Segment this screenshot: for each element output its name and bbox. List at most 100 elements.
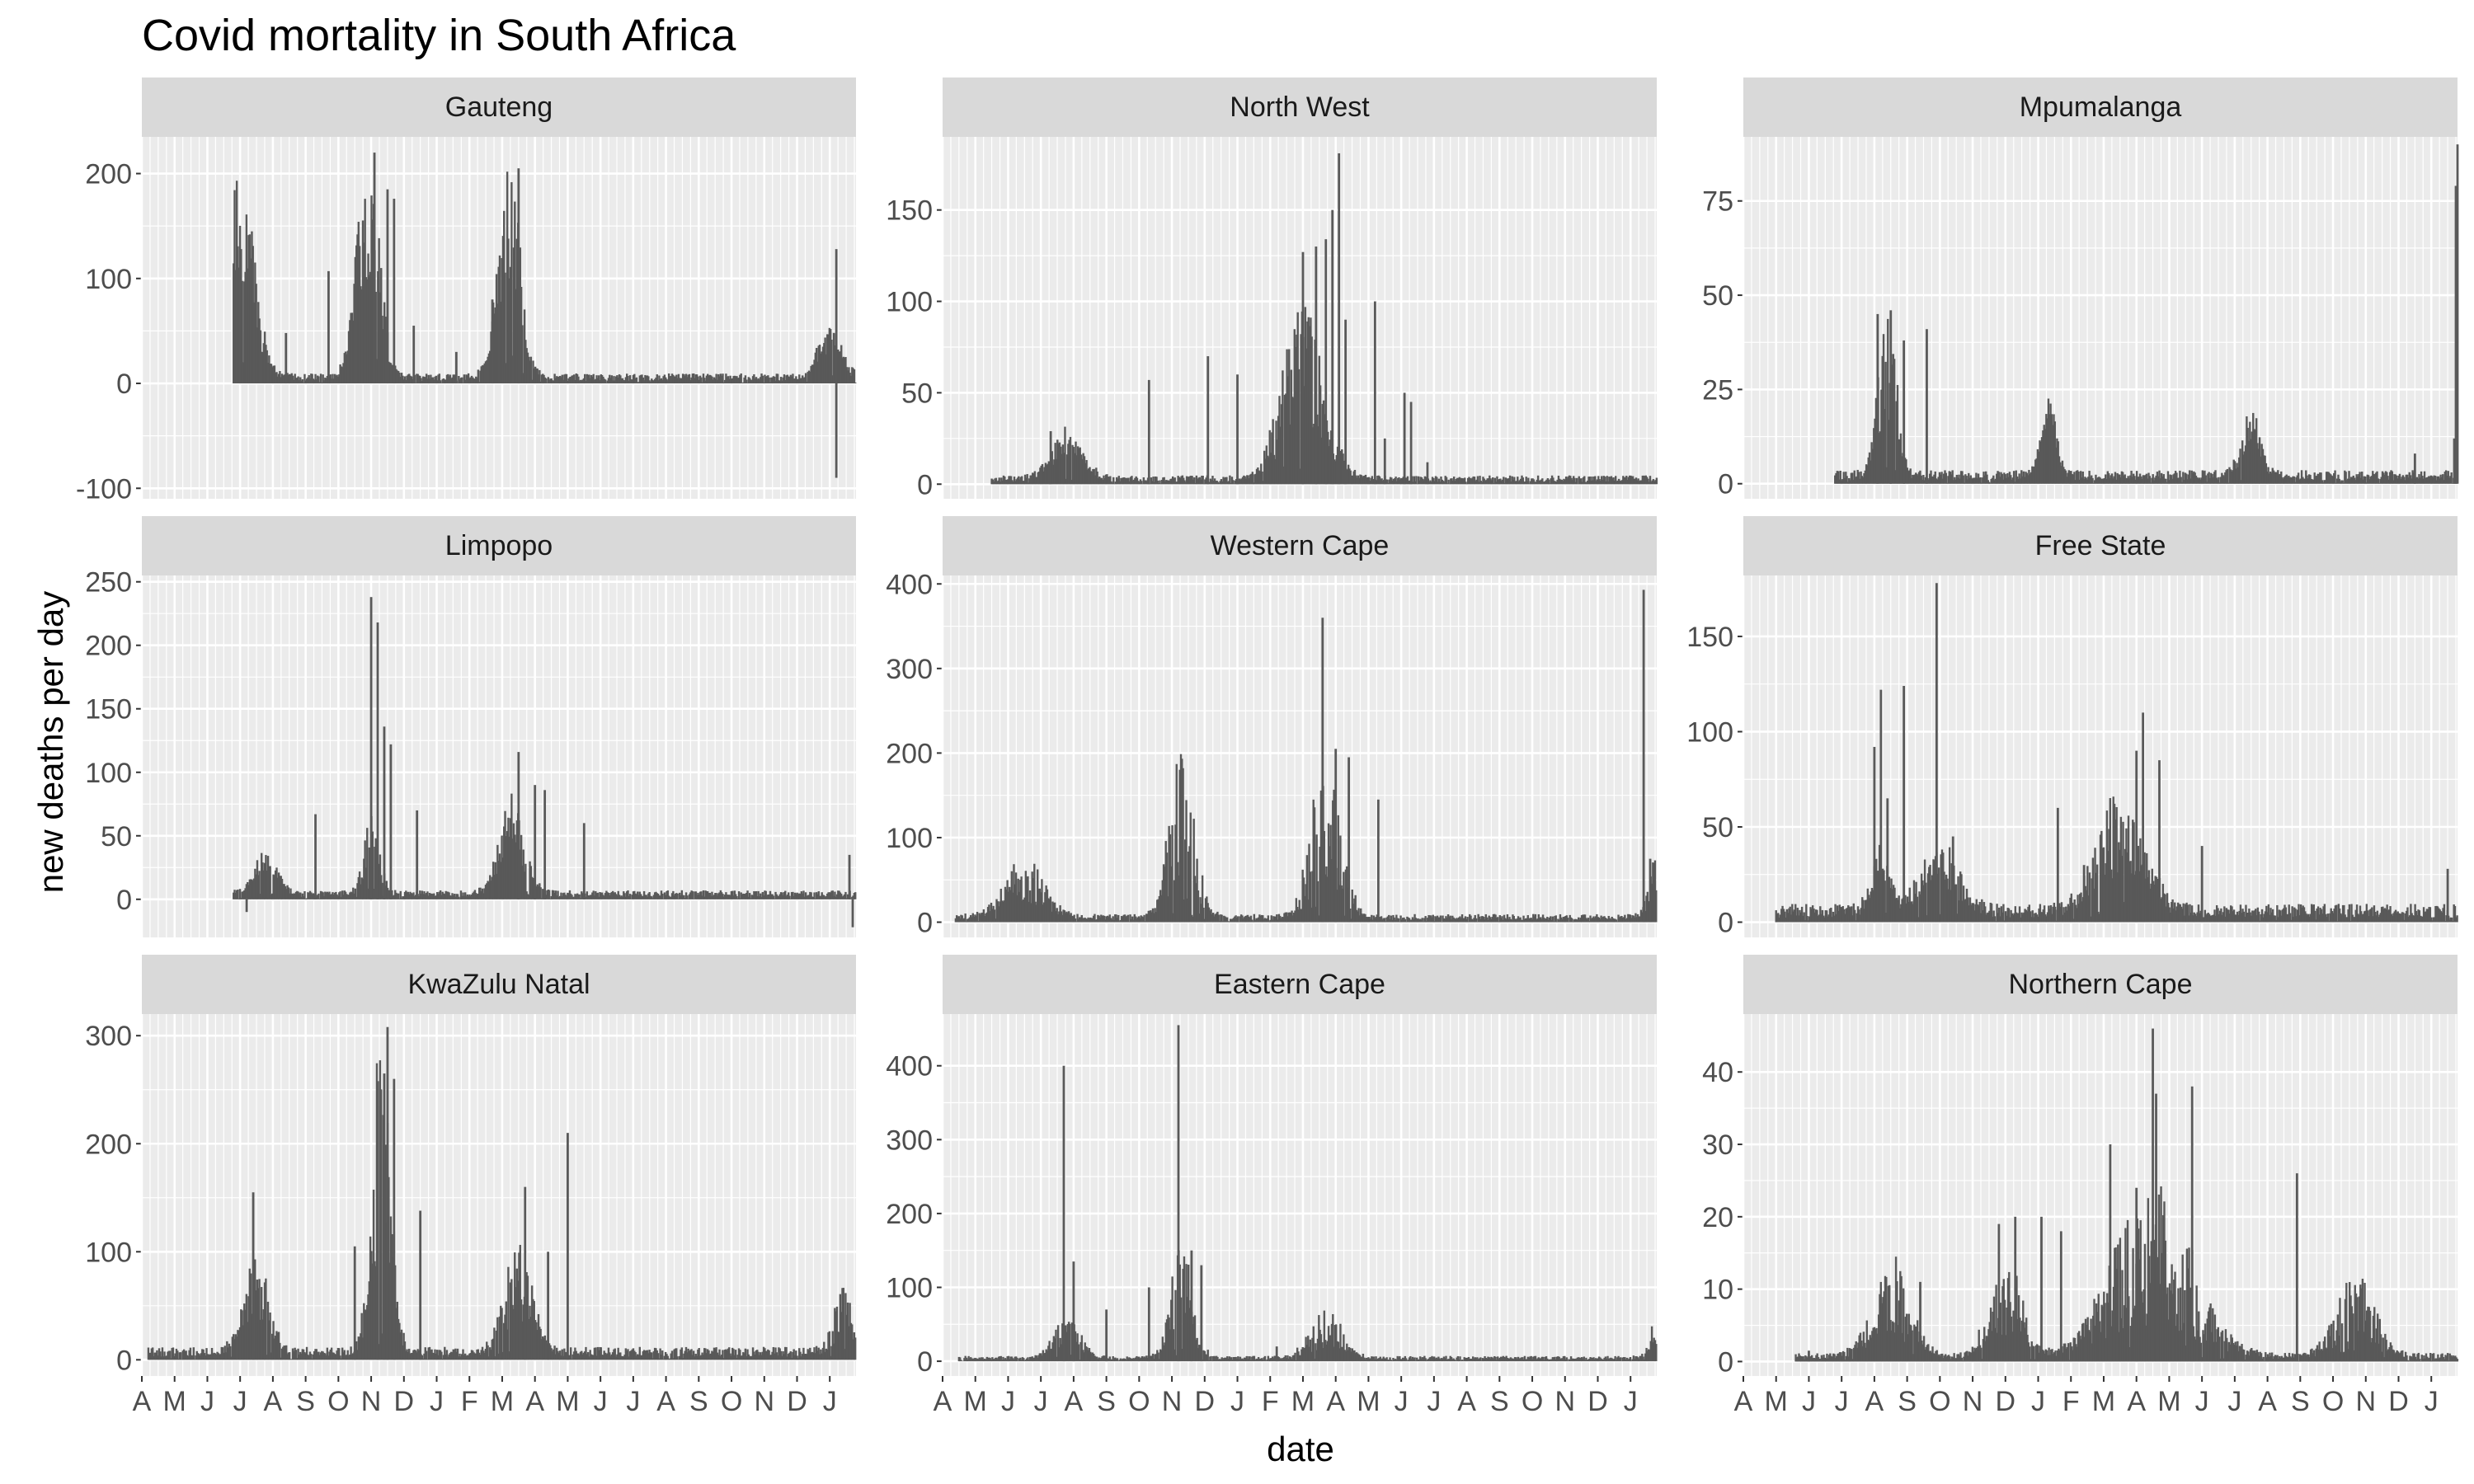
bar <box>1056 439 1059 485</box>
bar <box>851 367 854 384</box>
bar <box>1654 480 1657 485</box>
bar <box>600 374 604 384</box>
bar <box>1268 457 1270 485</box>
bar <box>591 1355 594 1360</box>
bar <box>343 353 346 384</box>
bar <box>393 895 396 899</box>
bar <box>172 1347 175 1360</box>
bar <box>232 1334 235 1360</box>
bar <box>1813 908 1815 923</box>
bar <box>596 1346 600 1360</box>
bar <box>1428 915 1432 923</box>
bar <box>726 895 728 899</box>
bar <box>1816 909 1818 923</box>
bar <box>1178 875 1180 923</box>
bar <box>1217 914 1220 923</box>
bar <box>557 890 559 899</box>
bar <box>733 890 736 899</box>
bar <box>621 1355 624 1360</box>
bar <box>456 894 459 899</box>
bar <box>1785 917 1787 923</box>
bar <box>1330 430 1333 485</box>
bar <box>2348 471 2350 484</box>
bar <box>680 895 682 899</box>
bar <box>2264 911 2267 923</box>
bar <box>519 849 522 899</box>
bar <box>526 352 529 384</box>
bar <box>380 268 383 384</box>
bar <box>1070 913 1072 923</box>
bar <box>1587 481 1589 485</box>
bar <box>1210 479 1213 485</box>
bar <box>599 380 601 384</box>
bar <box>1193 477 1196 485</box>
bar <box>1260 914 1263 923</box>
bar <box>1808 916 1811 923</box>
bar <box>336 895 340 899</box>
bar <box>515 238 519 384</box>
bar <box>1252 482 1255 485</box>
bar <box>639 1355 642 1360</box>
bar <box>2059 906 2062 923</box>
bar <box>1087 468 1090 485</box>
bar <box>484 885 487 899</box>
bar <box>1839 907 1842 923</box>
bar <box>424 377 427 384</box>
bar <box>1957 876 1959 923</box>
bar <box>207 1355 210 1360</box>
bar <box>1542 481 1545 485</box>
bar <box>317 376 320 384</box>
bar <box>1409 402 1413 485</box>
bar <box>1399 479 1402 485</box>
bar <box>1018 479 1021 485</box>
bar <box>275 867 278 899</box>
bar <box>1123 477 1126 485</box>
bar <box>2087 477 2090 484</box>
bar <box>381 882 383 899</box>
bar <box>2377 917 2380 923</box>
bar <box>644 1350 647 1360</box>
bar <box>451 377 454 384</box>
bar <box>255 284 257 384</box>
bar <box>1522 477 1525 485</box>
bar <box>595 1347 597 1360</box>
bar <box>568 890 571 899</box>
bar <box>581 893 584 899</box>
bar <box>2031 910 2034 923</box>
bar <box>1062 909 1065 923</box>
bar <box>506 1329 509 1360</box>
bar <box>2095 474 2097 484</box>
bar <box>1961 471 1964 484</box>
bar <box>258 871 261 899</box>
bar <box>477 369 480 384</box>
bar <box>2322 906 2325 923</box>
x-axis-label: date <box>1267 1430 1334 1468</box>
bar <box>686 377 689 384</box>
bar <box>2218 477 2220 484</box>
bar <box>596 378 600 384</box>
bar <box>384 1144 387 1360</box>
bar <box>1033 471 1037 485</box>
bar <box>579 379 582 384</box>
bar <box>379 1060 382 1360</box>
bar <box>1850 472 1853 484</box>
bar <box>714 893 717 899</box>
bar <box>1415 919 1418 923</box>
bar <box>742 893 745 899</box>
bar <box>2073 472 2076 484</box>
bar <box>501 1308 503 1360</box>
bar <box>2094 848 2096 923</box>
bar <box>2196 477 2199 484</box>
bar <box>1154 908 1156 923</box>
bar <box>237 890 239 899</box>
bar <box>1990 478 1992 484</box>
bar <box>1513 918 1517 923</box>
bar <box>2349 479 2352 484</box>
bar <box>341 1347 344 1360</box>
bar <box>2408 472 2411 484</box>
bar <box>2015 470 2017 484</box>
bar <box>2273 915 2275 923</box>
bar <box>2307 913 2310 923</box>
bar <box>1927 479 1931 484</box>
bar <box>2155 876 2158 923</box>
